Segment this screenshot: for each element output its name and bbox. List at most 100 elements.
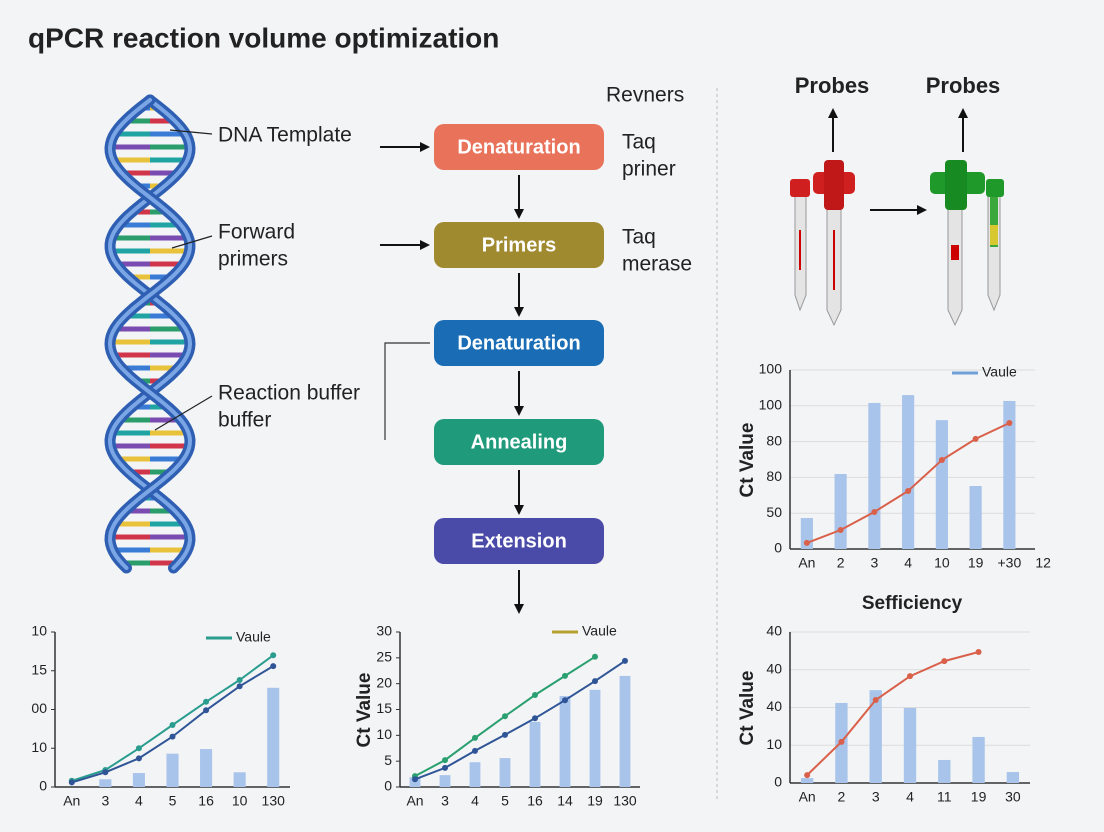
x-tick-label: 10 bbox=[934, 555, 950, 571]
leader-line bbox=[154, 395, 213, 431]
x-tick-label: 14 bbox=[557, 793, 573, 809]
line-point bbox=[592, 653, 598, 660]
line-point bbox=[562, 697, 568, 704]
y-tick-label: 25 bbox=[376, 649, 392, 665]
x-tick-label: 4 bbox=[471, 793, 479, 809]
y-tick-label: 10 bbox=[376, 726, 392, 742]
line-point bbox=[270, 652, 277, 659]
side-label: Taq bbox=[622, 131, 656, 154]
bar bbox=[834, 473, 847, 549]
bracket bbox=[384, 342, 430, 440]
step-label: Extension bbox=[471, 530, 567, 552]
y-tick-label: 0 bbox=[774, 774, 782, 790]
bar bbox=[529, 721, 541, 787]
step-box bbox=[434, 518, 604, 564]
y-tick-label: 80 bbox=[766, 432, 782, 448]
bar bbox=[469, 762, 481, 787]
legend-label: Vaule bbox=[236, 629, 271, 645]
bar bbox=[903, 707, 917, 783]
x-tick-label: 16 bbox=[527, 793, 543, 809]
bar bbox=[1003, 400, 1016, 549]
step-label: Primers bbox=[482, 234, 557, 256]
y-tick-label: 10 bbox=[31, 623, 47, 639]
line-point bbox=[871, 508, 878, 515]
x-tick-label: 3 bbox=[870, 555, 878, 571]
bar bbox=[869, 690, 882, 783]
bar bbox=[902, 395, 915, 549]
line-point bbox=[442, 764, 448, 771]
x-tick-label: 4 bbox=[906, 789, 914, 805]
line-point bbox=[1006, 419, 1013, 426]
y-axis-label: Ct Value bbox=[737, 423, 758, 498]
x-tick-label: 2 bbox=[838, 789, 846, 805]
bar bbox=[619, 675, 631, 787]
dna-label: primers bbox=[218, 248, 288, 271]
step-box bbox=[434, 320, 604, 366]
line-point bbox=[169, 733, 176, 740]
y-tick-label: 10 bbox=[766, 736, 782, 752]
y-axis-label: Ct Value bbox=[354, 673, 375, 748]
line-point bbox=[68, 779, 75, 786]
bar bbox=[969, 485, 982, 549]
bar bbox=[200, 749, 213, 787]
probe-label: Probes bbox=[795, 73, 870, 98]
x-tick-label: 2 bbox=[837, 555, 845, 571]
x-tick-label: An bbox=[798, 555, 815, 571]
line-point bbox=[203, 698, 210, 705]
step-box bbox=[434, 124, 604, 170]
line-point bbox=[472, 734, 478, 741]
line-point bbox=[135, 755, 142, 762]
y-tick-label: 15 bbox=[31, 661, 47, 677]
bar bbox=[868, 402, 881, 549]
bar bbox=[589, 689, 601, 787]
x-tick-label: 30 bbox=[1005, 789, 1021, 805]
x-tick-label: 16 bbox=[198, 793, 214, 809]
line-point bbox=[236, 683, 243, 690]
x-tick-label: 11 bbox=[937, 789, 952, 805]
y-tick-label: 15 bbox=[376, 700, 392, 716]
bar bbox=[559, 696, 571, 787]
step-box bbox=[434, 222, 604, 268]
dna-helix bbox=[104, 94, 196, 574]
y-tick-label: 5 bbox=[384, 752, 392, 768]
bar bbox=[800, 778, 814, 783]
y-tick-label: 100 bbox=[759, 397, 783, 413]
bar bbox=[938, 759, 951, 783]
y-tick-label: 0 bbox=[384, 778, 392, 794]
line-point bbox=[838, 738, 845, 745]
dna-label: DNA Template bbox=[218, 124, 352, 147]
y-tick-label: 100 bbox=[759, 361, 783, 377]
line-point bbox=[236, 677, 243, 684]
step-box bbox=[434, 419, 604, 465]
line-point bbox=[972, 435, 979, 442]
x-tick-label: 19 bbox=[971, 789, 987, 805]
bar bbox=[935, 420, 948, 549]
x-tick-label: 3 bbox=[101, 793, 109, 809]
x-tick-label: An bbox=[63, 793, 80, 809]
x-tick-label: 19 bbox=[587, 793, 603, 809]
probe-label: Probes bbox=[926, 73, 1001, 98]
x-tick-label: 130 bbox=[262, 793, 286, 809]
line-point bbox=[592, 678, 598, 685]
x-tick-label: 19 bbox=[968, 555, 984, 571]
bar bbox=[439, 775, 451, 787]
side-label: merase bbox=[622, 253, 692, 276]
bar bbox=[233, 772, 246, 787]
legend-label: Vaule bbox=[582, 623, 617, 639]
leader-line bbox=[171, 235, 213, 249]
line-point bbox=[442, 757, 448, 764]
x-tick-label: An bbox=[799, 789, 816, 805]
bar bbox=[499, 758, 511, 787]
x-tick-label: 3 bbox=[441, 793, 449, 809]
y-tick-label: 40 bbox=[766, 623, 782, 639]
step-label: Denaturation bbox=[457, 332, 580, 354]
y-tick-label: 30 bbox=[376, 623, 392, 639]
line-point bbox=[941, 658, 948, 665]
dna-label: Reaction buffer bbox=[218, 382, 360, 405]
chart-title: Sefficiency bbox=[862, 593, 963, 614]
y-tick-label: 40 bbox=[766, 660, 782, 676]
line bbox=[414, 660, 626, 781]
x-tick-label: An bbox=[406, 793, 423, 809]
line-point bbox=[907, 673, 913, 680]
y-tick-label: 20 bbox=[376, 674, 392, 690]
